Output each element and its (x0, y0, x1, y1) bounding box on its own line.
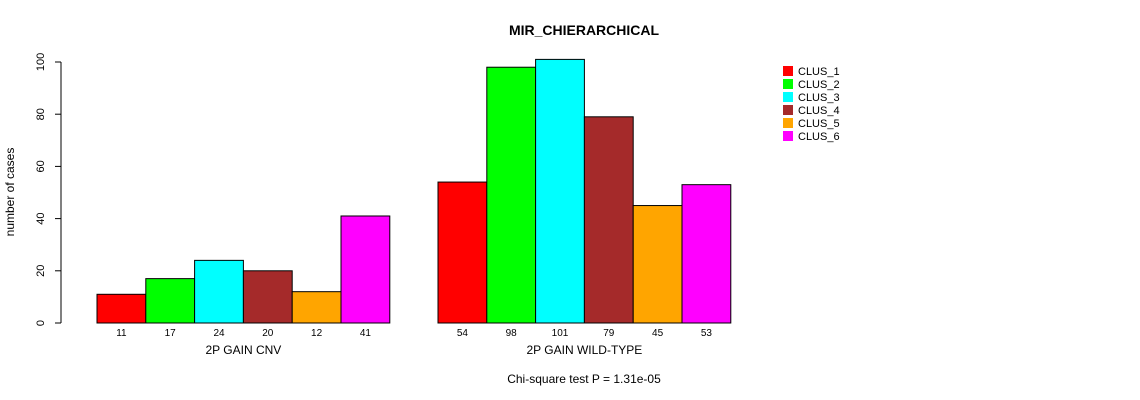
bar-count-label: 54 (457, 328, 469, 339)
legend-swatch (783, 66, 793, 76)
legend-label: CLUS_6 (798, 131, 840, 143)
y-tick-label: 40 (35, 212, 47, 224)
chart-title: MIR_CHIERARCHICAL (509, 22, 660, 38)
legend-swatch (783, 131, 793, 141)
legend-label: CLUS_1 (798, 66, 840, 78)
bar-count-label: 79 (603, 328, 615, 339)
group-label: 2P GAIN WILD-TYPE (526, 343, 642, 357)
group-labels: 2P GAIN CNV 2P GAIN WILD-TYPE (205, 343, 642, 357)
bar-count-label: 11 (116, 328, 127, 339)
bar-clus-6-group-1 (340, 215, 391, 324)
bar-count-label: 24 (213, 328, 225, 339)
legend-label: CLUS_4 (798, 105, 840, 117)
y-tick-label: 100 (35, 53, 47, 71)
bar-count-label: 17 (165, 328, 177, 339)
legend-swatch (783, 118, 793, 128)
count-labels: 11 17 24 20 12 41 54 98 101 79 45 53 (116, 328, 712, 339)
y-tick-label: 0 (35, 320, 47, 326)
bar-clus-4-group-2 (583, 116, 634, 324)
bar-clus-3-group-1 (194, 259, 244, 324)
bar-clus-5-group-2 (632, 205, 683, 324)
bar-count-label: 45 (652, 328, 664, 339)
y-tick-label: 80 (35, 108, 47, 120)
legend-label: CLUS_2 (798, 79, 840, 91)
bar-count-label: 20 (262, 328, 274, 339)
y-tick-label: 20 (35, 265, 47, 277)
bar-count-label: 12 (311, 328, 323, 339)
bar-clus-2-group-1 (145, 278, 196, 324)
bar-clus-3-group-2 (535, 58, 585, 324)
bar-clus-4-group-1 (242, 270, 293, 324)
bar-clus-5-group-1 (291, 291, 342, 324)
bar-count-label: 101 (552, 328, 569, 339)
legend-swatch (783, 79, 793, 89)
bar-clus-1-group-2 (437, 181, 488, 324)
legend-swatch (783, 92, 793, 102)
y-tick-label: 60 (35, 160, 47, 172)
bar-count-label: 41 (360, 328, 372, 339)
legend-label: CLUS_5 (798, 118, 840, 130)
y-axis-label: number of cases (3, 148, 17, 237)
bar-count-label: 98 (506, 328, 518, 339)
group-label: 2P GAIN CNV (205, 343, 281, 357)
bars (96, 58, 732, 324)
bar-count-label: 53 (701, 328, 713, 339)
chi-square-note: Chi-square test P = 1.31e-05 (507, 372, 661, 386)
legend-label: CLUS_3 (798, 92, 840, 104)
bar-clus-1-group-1 (96, 293, 147, 324)
legend-swatch (783, 105, 793, 115)
y-axis: 0 20 40 60 80 100 (35, 53, 62, 326)
bar-clus-2-group-2 (486, 66, 537, 324)
bar-clus-6-group-2 (681, 184, 732, 324)
